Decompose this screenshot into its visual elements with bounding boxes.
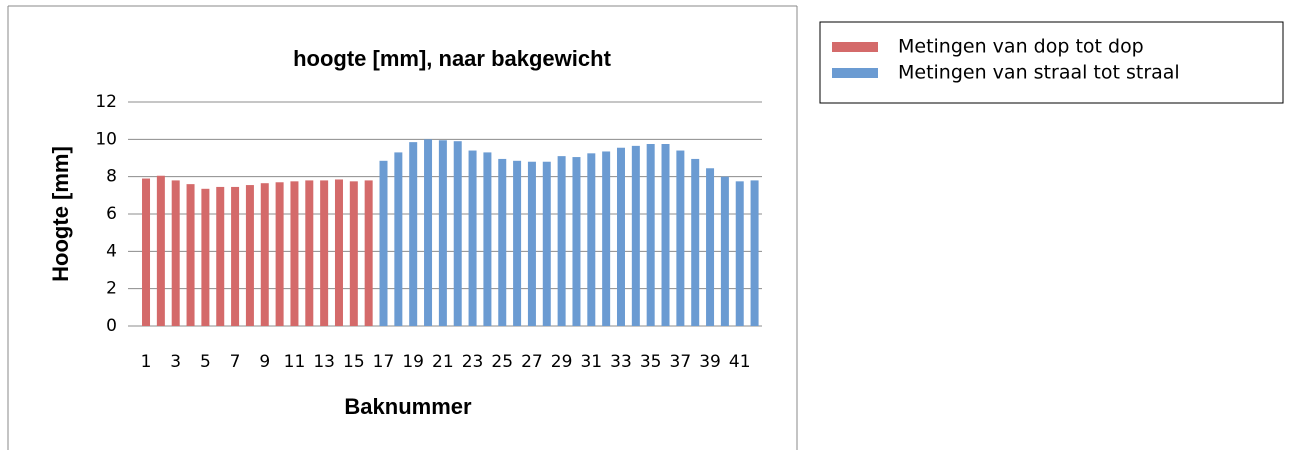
x-tick-label: 25 bbox=[491, 352, 513, 372]
x-tick-label: 13 bbox=[313, 352, 335, 372]
bar bbox=[616, 147, 625, 326]
x-tick-label: 11 bbox=[284, 352, 306, 372]
bar bbox=[720, 176, 729, 326]
x-tick-label: 41 bbox=[729, 352, 751, 372]
bar bbox=[706, 168, 715, 326]
bar bbox=[349, 181, 358, 326]
legend-box bbox=[819, 21, 1284, 104]
legend-label: Metingen van dop tot dop bbox=[898, 36, 1144, 58]
bar bbox=[587, 153, 596, 326]
y-tick-label: 2 bbox=[106, 279, 117, 299]
bar bbox=[245, 185, 254, 326]
bar bbox=[631, 145, 640, 326]
bar bbox=[542, 161, 551, 326]
bar bbox=[572, 157, 581, 326]
bar bbox=[275, 182, 284, 326]
bar bbox=[468, 150, 477, 326]
x-axis-label: Baknummer bbox=[344, 394, 472, 419]
bar bbox=[142, 178, 151, 326]
bar bbox=[691, 158, 700, 326]
bar bbox=[379, 160, 388, 326]
x-tick-label: 33 bbox=[610, 352, 632, 372]
x-tick-label: 23 bbox=[462, 352, 484, 372]
bar bbox=[513, 160, 522, 326]
bar bbox=[216, 186, 225, 326]
bar bbox=[186, 184, 195, 326]
bar bbox=[453, 141, 462, 326]
bar bbox=[305, 180, 314, 326]
bar bbox=[394, 152, 403, 326]
x-tick-label: 9 bbox=[259, 352, 270, 372]
x-tick-label: 3 bbox=[170, 352, 181, 372]
y-tick-label: 4 bbox=[106, 241, 117, 261]
x-tick-label: 27 bbox=[521, 352, 543, 372]
x-tick-label: 21 bbox=[432, 352, 454, 372]
bar bbox=[201, 188, 210, 326]
y-tick-label: 10 bbox=[95, 129, 117, 149]
bar bbox=[409, 142, 418, 326]
legend-label: Metingen van straal tot straal bbox=[898, 62, 1180, 84]
x-tick-label: 31 bbox=[580, 352, 602, 372]
y-tick-label: 6 bbox=[106, 204, 117, 224]
x-tick-label: 39 bbox=[699, 352, 721, 372]
bar bbox=[527, 161, 536, 326]
x-tick-label: 17 bbox=[373, 352, 395, 372]
bar bbox=[334, 179, 343, 326]
y-tick-label: 12 bbox=[95, 92, 117, 112]
bar bbox=[557, 156, 566, 326]
legend-swatch bbox=[832, 42, 878, 52]
bar bbox=[661, 144, 670, 326]
x-tick-label: 19 bbox=[402, 352, 424, 372]
bar bbox=[156, 175, 165, 326]
x-tick-label: 7 bbox=[230, 352, 241, 372]
x-tick-label: 5 bbox=[200, 352, 211, 372]
bar bbox=[171, 180, 180, 326]
bar bbox=[364, 180, 373, 326]
bar bbox=[646, 144, 655, 326]
x-tick-label: 29 bbox=[551, 352, 573, 372]
y-tick-label: 8 bbox=[106, 167, 117, 187]
bar bbox=[260, 183, 269, 326]
bar bbox=[290, 181, 299, 326]
chart-title: hoogte [mm], naar bakgewicht bbox=[293, 46, 611, 71]
bar bbox=[483, 152, 492, 326]
bar bbox=[735, 181, 744, 326]
bar bbox=[438, 140, 447, 326]
bar bbox=[602, 151, 611, 326]
bar bbox=[424, 139, 433, 326]
legend-swatch bbox=[832, 68, 878, 78]
y-axis-label: Hoogte [mm] bbox=[48, 146, 73, 282]
bar bbox=[498, 158, 507, 326]
bar bbox=[231, 186, 240, 326]
x-tick-label: 1 bbox=[141, 352, 152, 372]
y-tick-label: 0 bbox=[106, 316, 117, 336]
x-tick-label: 37 bbox=[670, 352, 692, 372]
bar bbox=[676, 150, 685, 326]
bar bbox=[750, 180, 759, 326]
bar bbox=[320, 180, 329, 326]
x-tick-label: 35 bbox=[640, 352, 662, 372]
x-tick-label: 15 bbox=[343, 352, 365, 372]
